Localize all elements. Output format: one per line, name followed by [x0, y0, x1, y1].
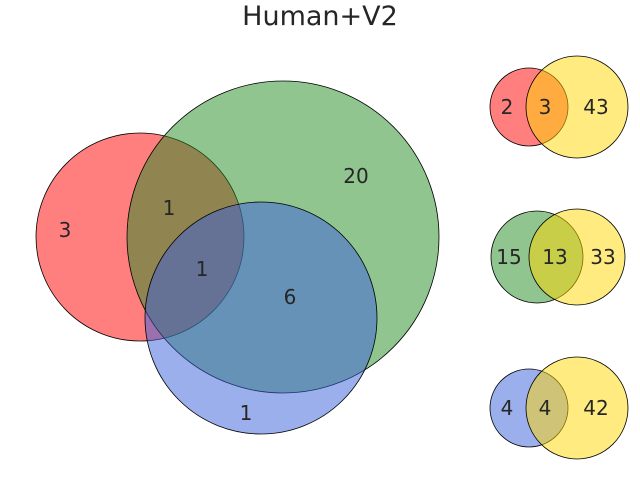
pair-venn-green: 15 13 33	[490, 208, 626, 306]
blue-set-circle	[144, 201, 378, 435]
pair-green-overlap-count: 13	[542, 245, 567, 269]
red-green-blue-count: 1	[196, 257, 209, 281]
pair-green-right-circle	[528, 208, 626, 306]
pair-green-right-count: 33	[590, 245, 615, 269]
pair-venn-red: 2 3 43	[489, 55, 629, 159]
pair-green-left-count: 15	[496, 245, 521, 269]
pair-venn-blue: 4 4 42	[489, 356, 629, 460]
red-green-count: 1	[163, 196, 176, 220]
pair-red-right-circle	[525, 55, 629, 159]
red-only-count: 3	[59, 218, 72, 242]
pair-blue-left-count: 4	[501, 396, 514, 420]
green-only-count: 20	[343, 164, 368, 188]
main-venn: 3 1 1 20 6 1	[35, 80, 440, 435]
pair-red-left-count: 2	[501, 95, 514, 119]
pair-red-overlap-count: 3	[539, 95, 552, 119]
pair-blue-right-count: 42	[583, 396, 608, 420]
pair-blue-right-circle	[525, 356, 629, 460]
figure-title: Human+V2	[242, 1, 398, 32]
green-blue-count: 6	[284, 285, 297, 309]
pair-red-right-count: 43	[583, 95, 608, 119]
blue-only-count: 1	[240, 401, 253, 425]
pair-blue-overlap-count: 4	[539, 396, 552, 420]
